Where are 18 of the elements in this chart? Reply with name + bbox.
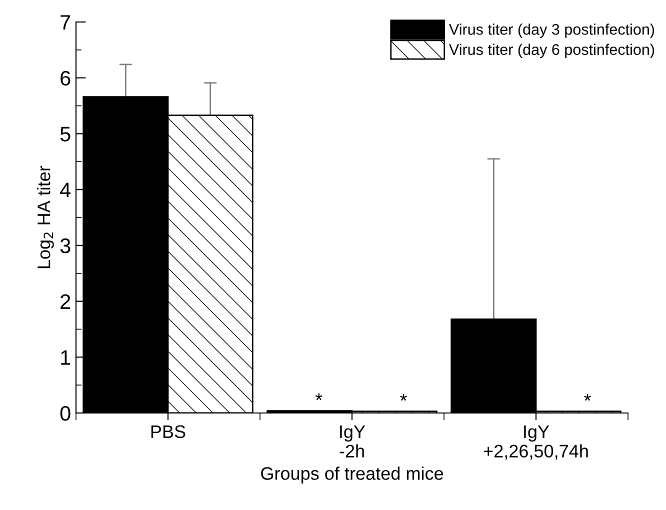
annotation: * <box>584 394 591 401</box>
y-tick-label: 6 <box>60 70 70 86</box>
x-tick-label: IgY -2h <box>340 425 366 458</box>
y-axis-title: Log$_{2}$ HA titer <box>37 166 54 268</box>
legend-label: Virus titer (day 3 postinfection) <box>449 24 654 38</box>
y-tick-label: 1 <box>61 350 70 365</box>
y-tick-label: 7 <box>60 15 70 30</box>
x-axis-title: Groups of treated mice <box>261 466 444 484</box>
y-tick-label: 2 <box>60 294 70 309</box>
x-tick-label: PBS <box>151 425 186 438</box>
annotation: * <box>400 394 407 401</box>
y-tick-label: 4 <box>60 182 71 198</box>
y-tick-label: 5 <box>60 126 70 142</box>
x-tick-label: IgY +2,26,50,74h <box>484 425 588 460</box>
y-tick-label: 0 <box>60 406 70 421</box>
annotation: * <box>315 393 322 400</box>
y-tick-label: 3 <box>60 238 70 254</box>
legend-label: Virus titer (day 6 postinfection) <box>449 44 654 58</box>
